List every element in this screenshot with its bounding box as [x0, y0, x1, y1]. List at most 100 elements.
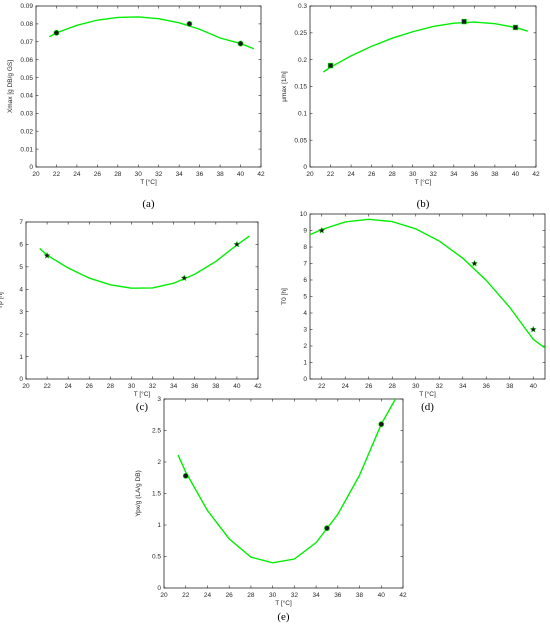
x-tick-label: 28	[114, 171, 122, 178]
x-tick-label: 40	[530, 383, 538, 390]
x-tick-label: 22	[327, 171, 335, 178]
x-tick-label: 32	[155, 171, 163, 178]
data-point	[233, 240, 241, 248]
x-tick-label: 22	[53, 171, 61, 178]
chart-panel-b: 20 22 24 26 28 30 32 34 36 38 40 42 0 0.05 0.1 0.15 0.2 0…	[281, 3, 540, 210]
x-tick-label: 36	[471, 171, 479, 178]
panel-label-a: (a)	[142, 198, 155, 210]
y-tick-label: 1	[19, 354, 23, 361]
y-tick-label: 1	[157, 522, 161, 529]
x-axis-label: T [°C]	[415, 178, 432, 186]
data-point	[180, 274, 188, 282]
x-tick-label: 40	[378, 592, 386, 599]
x-tick-label: 30	[412, 383, 420, 390]
x-tick-label: 32	[149, 383, 157, 390]
data-point	[461, 18, 467, 25]
y-tick-label: 0.09	[20, 3, 33, 10]
y-tick-label: 0.15	[294, 84, 307, 91]
y-tick-label: 4	[303, 310, 307, 317]
panel-label-b: (b)	[417, 198, 430, 210]
y-tick-label: 6	[303, 277, 307, 284]
data-point	[378, 421, 385, 428]
y-tick-label: 0.07	[20, 39, 33, 46]
plot-area-c	[25, 221, 259, 380]
data-point	[324, 525, 330, 532]
x-tick-label: 34	[170, 383, 178, 390]
data-point	[182, 472, 189, 479]
x-tick-label: 42	[257, 171, 265, 178]
x-tick-label: 36	[196, 171, 204, 178]
y-tick-label: 0.2	[298, 57, 307, 64]
x-tick-label: 24	[204, 592, 212, 599]
x-tick-label: 24	[65, 383, 73, 390]
y-tick-label: 0	[19, 376, 23, 383]
y-tick-label: 10	[300, 211, 308, 218]
y-tick-label: 6	[19, 242, 23, 249]
y-tick-label: 1	[303, 360, 307, 367]
x-tick-label: 40	[233, 383, 241, 390]
x-tick-label: 32	[436, 383, 444, 390]
y-tick-label: 0.05	[20, 75, 33, 82]
fit-curve	[310, 218, 545, 349]
y-axis-label: T0 [h]	[281, 288, 288, 305]
y-tick-label: 0.03	[20, 111, 33, 118]
y-tick-label: 0.04	[20, 93, 33, 100]
fit-curve	[177, 399, 397, 564]
x-tick-label: 26	[86, 383, 94, 390]
data-point	[529, 325, 537, 333]
x-tick-label: 34	[450, 171, 458, 178]
panel-label-c: (c)	[136, 401, 149, 413]
y-axis-label: Ypx/g (LA/g DB)	[135, 470, 142, 516]
x-tick-label: 34	[312, 592, 320, 599]
data-point	[318, 226, 326, 234]
y-tick-label: 0.08	[20, 21, 33, 28]
y-tick-label: 1.5	[152, 491, 161, 498]
x-tick-label: 20	[22, 383, 30, 390]
y-axis-label: Xmax [g DB/g GS]	[7, 60, 14, 113]
x-tick-label: 30	[409, 171, 417, 178]
y-tick-label: 0.25	[294, 30, 307, 37]
x-tick-label: 22	[43, 383, 51, 390]
x-axis-label: T [°C]	[275, 599, 292, 607]
y-tick-label: 0.05	[294, 137, 307, 144]
x-tick-label: 30	[269, 592, 277, 599]
y-tick-label: 3	[303, 327, 307, 334]
y-tick-label: 2	[157, 459, 161, 466]
x-tick-label: 38	[506, 383, 514, 390]
data-point	[237, 40, 244, 47]
x-tick-label: 26	[226, 592, 234, 599]
x-tick-label: 32	[291, 592, 299, 599]
plot-area-e	[163, 398, 404, 589]
data-point	[186, 20, 193, 27]
x-tick-label: 28	[107, 383, 115, 390]
x-tick-label: 36	[191, 383, 199, 390]
panel-label-d: (d)	[421, 401, 434, 413]
data-point	[327, 62, 334, 69]
x-tick-label: 22	[182, 592, 190, 599]
x-tick-label: 28	[389, 383, 397, 390]
x-tick-label: 34	[459, 383, 467, 390]
y-tick-label: 5	[303, 294, 307, 301]
plot-area-d	[309, 213, 546, 380]
x-tick-label: 40	[512, 171, 520, 178]
y-tick-label: 9	[303, 228, 307, 235]
plot-area-a	[35, 5, 262, 168]
x-tick-label: 26	[368, 171, 376, 178]
fit-curve	[322, 21, 528, 73]
y-tick-label: 4	[19, 286, 23, 293]
x-tick-label: 30	[128, 383, 136, 390]
y-tick-label: 0.5	[152, 554, 161, 561]
x-axis-label: T [°C]	[419, 390, 436, 398]
y-tick-label: 2	[303, 343, 307, 350]
x-tick-label: 32	[430, 171, 438, 178]
x-tick-label: 38	[216, 171, 224, 178]
y-tick-label: 3	[157, 396, 161, 403]
y-tick-label: 0.01	[20, 146, 33, 153]
x-tick-label: 42	[532, 171, 540, 178]
y-tick-label: 0	[29, 164, 33, 171]
x-axis-label: T [°C]	[140, 178, 157, 186]
fit-curve	[39, 235, 250, 289]
x-tick-label: 42	[399, 592, 407, 599]
x-tick-label: 20	[160, 592, 168, 599]
x-tick-label: 24	[73, 171, 81, 178]
